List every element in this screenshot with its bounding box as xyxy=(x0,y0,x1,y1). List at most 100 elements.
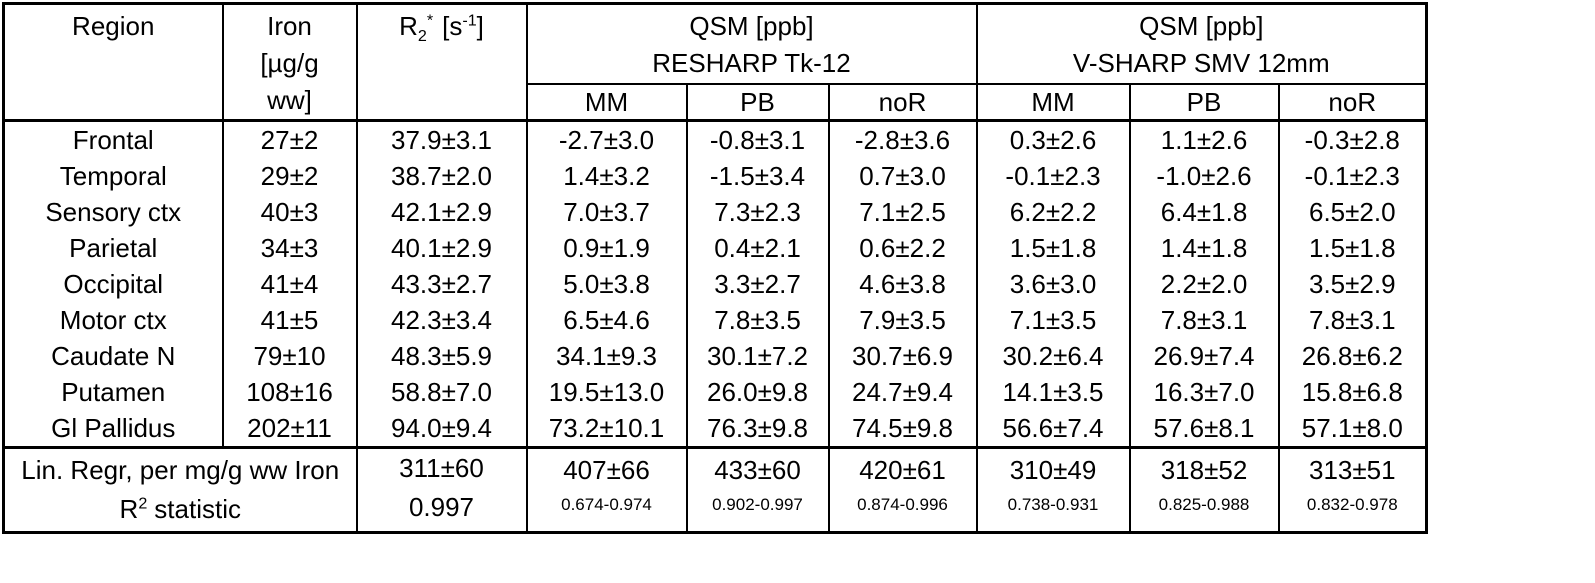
qsm-cell: 0.9±1.9 xyxy=(525,230,688,266)
qsm-cell: -1.0±2.6 xyxy=(1128,158,1280,194)
region-cell: Sensory ctx xyxy=(2,194,224,230)
qsm-cell: 26.9±7.4 xyxy=(1128,338,1280,374)
r2star-cell: 42.1±2.9 xyxy=(355,194,528,230)
header-group-resharp: QSM [ppb] RESHARP Tk-12 xyxy=(525,2,978,85)
qsm-cell: 4.6±3.8 xyxy=(827,266,978,302)
header-r2star: R2* [s-1] xyxy=(355,2,528,122)
qsm-cell: 16.3±7.0 xyxy=(1128,374,1280,410)
r2star-unit-exponent: -1 xyxy=(462,11,477,30)
qsm-cell: 7.8±3.1 xyxy=(1277,302,1428,338)
qsm-cell: 1.5±1.8 xyxy=(1277,230,1428,266)
r2star-unit-close: ] xyxy=(476,11,484,41)
qsm-cell: 15.8±6.8 xyxy=(1277,374,1428,410)
qsm-cell: -0.1±2.3 xyxy=(975,158,1131,194)
r2-statistic-exponent: 2 xyxy=(138,494,148,513)
header-group-vsharp: QSM [ppb] V-SHARP SMV 12mm xyxy=(975,2,1428,85)
qsm-cell: 7.3±2.3 xyxy=(685,194,830,230)
r2star-cell: 43.3±2.7 xyxy=(355,266,528,302)
qsm-cell: 30.1±7.2 xyxy=(685,338,830,374)
qsm-cell: 57.6±8.1 xyxy=(1128,410,1280,448)
qsm-cell: 2.2±2.0 xyxy=(1128,266,1280,302)
qsm-cell: 6.5±2.0 xyxy=(1277,194,1428,230)
r2star-cell: 48.3±5.9 xyxy=(355,338,528,374)
qsm-comparison-table: Region Iron [µg/g ww] R2* [s-1] QSM [ppb]… xyxy=(2,2,1429,534)
region-cell: Frontal xyxy=(2,120,224,158)
iron-cell: 34±3 xyxy=(221,230,358,266)
regression-slope: 420±61 xyxy=(859,455,946,485)
qsm-cell: -2.8±3.6 xyxy=(827,120,978,158)
regression-qsm-cell: 318±52 0.825-0.988 xyxy=(1128,446,1280,533)
qsm-cell: 0.7±3.0 xyxy=(827,158,978,194)
qsm-cell: 0.3±2.6 xyxy=(975,120,1131,158)
qsm-cell: 26.0±9.8 xyxy=(685,374,830,410)
qsm-cell: 7.1±2.5 xyxy=(827,194,978,230)
qsm-cell: 73.2±10.1 xyxy=(525,410,688,448)
region-cell: Caudate N xyxy=(2,338,224,374)
regression-row: Lin. Regr, per mg/g ww Iron R2 statistic … xyxy=(2,446,1428,533)
regression-r2: 0.997 xyxy=(408,492,475,522)
group-vsharp-subtitle: V-SHARP SMV 12mm xyxy=(1072,48,1330,78)
subheader-resharp-mm: MM xyxy=(525,82,688,122)
iron-cell: 41±5 xyxy=(221,302,358,338)
group-resharp-title: QSM [ppb] xyxy=(689,11,814,41)
header-region-label: Region xyxy=(72,11,155,41)
regression-slope: 313±51 xyxy=(1308,455,1396,485)
regression-qsm-cell: 313±51 0.832-0.978 xyxy=(1277,446,1428,533)
qsm-cell: 26.8±6.2 xyxy=(1277,338,1428,374)
qsm-cell: 74.5±9.8 xyxy=(827,410,978,448)
subheader-resharp-nor: noR xyxy=(827,82,978,122)
r2star-cell: 37.9±3.1 xyxy=(355,120,528,158)
subheader-vsharp-nor: noR xyxy=(1277,82,1428,122)
header-iron-line3: ww] xyxy=(267,85,312,115)
header-iron: Iron [µg/g ww] xyxy=(221,2,358,122)
qsm-cell: 57.1±8.0 xyxy=(1277,410,1428,448)
qsm-cell: 24.7±9.4 xyxy=(827,374,978,410)
group-resharp-subtitle: RESHARP Tk-12 xyxy=(652,48,851,78)
table-row: Occipital 41±4 43.3±2.7 5.0±3.8 3.3±2.7 … xyxy=(2,266,1428,302)
region-cell: Putamen xyxy=(2,374,224,410)
qsm-cell: -0.1±2.3 xyxy=(1277,158,1428,194)
qsm-cell: 30.2±6.4 xyxy=(975,338,1131,374)
region-cell: Motor ctx xyxy=(2,302,224,338)
qsm-cell: 3.5±2.9 xyxy=(1277,266,1428,302)
regression-label-line1: Lin. Regr, per mg/g ww Iron xyxy=(21,455,340,485)
table-row: Putamen 108±16 58.8±7.0 19.5±13.0 26.0±9… xyxy=(2,374,1428,410)
qsm-cell: -2.7±3.0 xyxy=(525,120,688,158)
table-row: Gl Pallidus 202±11 94.0±9.4 73.2±10.1 76… xyxy=(2,410,1428,448)
regression-r2-range: 0.674-0.974 xyxy=(561,495,652,514)
qsm-cell: 56.6±7.4 xyxy=(975,410,1131,448)
region-cell: Temporal xyxy=(2,158,224,194)
qsm-cell: -0.3±2.8 xyxy=(1277,120,1428,158)
r2star-cell: 58.8±7.0 xyxy=(355,374,528,410)
r2star-cell: 42.3±3.4 xyxy=(355,302,528,338)
table-row: Parietal 34±3 40.1±2.9 0.9±1.9 0.4±2.1 0… xyxy=(2,230,1428,266)
qsm-cell: 1.4±1.8 xyxy=(1128,230,1280,266)
regression-r2-range: 0.738-0.931 xyxy=(1007,495,1099,514)
r2star-asterisk: * xyxy=(426,11,434,30)
qsm-cell: 6.2±2.2 xyxy=(975,194,1131,230)
table-header: Region Iron [µg/g ww] R2* [s-1] QSM [ppb]… xyxy=(2,2,1428,122)
iron-cell: 108±16 xyxy=(221,374,358,410)
r2star-cell: 94.0±9.4 xyxy=(355,410,528,448)
qsm-cell: 7.8±3.1 xyxy=(1128,302,1280,338)
r2-statistic-base: R xyxy=(119,494,139,524)
table-row: Caudate N 79±10 48.3±5.9 34.1±9.3 30.1±7… xyxy=(2,338,1428,374)
qsm-cell: 1.1±2.6 xyxy=(1128,120,1280,158)
iron-cell: 41±4 xyxy=(221,266,358,302)
r2star-base: R xyxy=(399,11,418,41)
iron-cell: 29±2 xyxy=(221,158,358,194)
iron-cell: 79±10 xyxy=(221,338,358,374)
qsm-cell: 14.1±3.5 xyxy=(975,374,1131,410)
table-row: Sensory ctx 40±3 42.1±2.9 7.0±3.7 7.3±2.… xyxy=(2,194,1428,230)
qsm-cell: 7.9±3.5 xyxy=(827,302,978,338)
qsm-cell: 34.1±9.3 xyxy=(525,338,688,374)
qsm-cell: 1.5±1.8 xyxy=(975,230,1131,266)
regression-r2-range: 0.825-0.988 xyxy=(1158,495,1250,514)
regression-r2-range: 0.874-0.996 xyxy=(857,495,948,514)
table-body: Frontal 27±2 37.9±3.1 -2.7±3.0 -0.8±3.1 … xyxy=(2,120,1428,533)
qsm-cell: -1.5±3.4 xyxy=(685,158,830,194)
regression-r2-range: 0.902-0.997 xyxy=(712,495,803,514)
header-region: Region xyxy=(2,2,224,122)
qsm-cell: 19.5±13.0 xyxy=(525,374,688,410)
